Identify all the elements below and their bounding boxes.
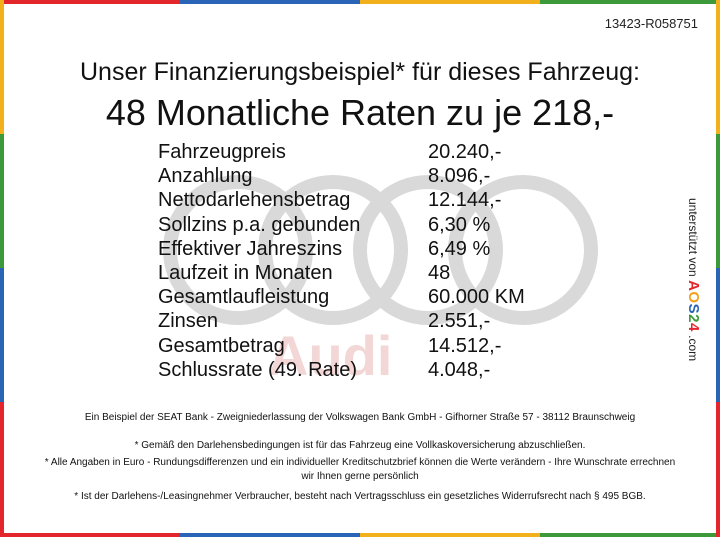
aos24-logo: AOS24: [685, 280, 702, 332]
sponsor-prefix: unterstützt von: [686, 198, 700, 277]
bottom-color-bar: [0, 533, 720, 537]
row-value: 20.240,-: [428, 141, 502, 163]
row-label: Sollzins p.a. gebunden: [158, 213, 361, 236]
financing-table: Fahrzeugpreis 20.240,- Anzahlung 8.096,- Net…: [158, 140, 525, 382]
row-value: 14.512,-: [428, 334, 502, 357]
monthly-rate-title: 48 Monatliche Raten zu je 218,-: [105, 92, 615, 133]
right-color-bar: [716, 0, 720, 537]
sponsor-label: unterstützt von AOS24 .com: [682, 198, 704, 398]
table-row: Fahrzeugpreis 20.240,-: [158, 140, 518, 164]
table-row: Gesamtbetrag 14.512,-: [158, 334, 518, 358]
row-value: 6,30 %: [428, 213, 491, 236]
row-label: Gesamtbetrag: [158, 334, 285, 357]
row-label: Fahrzeugpreis: [158, 141, 286, 163]
audi-rings-watermark: Audi: [163, 175, 598, 387]
row-label: Zinsen: [158, 310, 219, 333]
watermark-text: Audi: [268, 324, 392, 387]
row-label: Anzahlung: [158, 165, 253, 188]
table-row: Schlussrate (49. Rate) 4.048,-: [158, 358, 518, 382]
table-row: Laufzeit in Monaten 48: [158, 261, 518, 285]
footnote-rounding: * Alle Angaben in Euro - Rundungsdiffere…: [44, 457, 676, 482]
row-label: Schlussrate (49. Rate): [158, 358, 357, 381]
table-row: Effektiver Jahreszins 6,49 %: [158, 237, 518, 261]
sponsor-suffix: .com: [686, 335, 700, 362]
row-value: 6,49 %: [428, 237, 491, 260]
headline: Unser Finanzierungsbeispiel* für dieses …: [79, 58, 640, 86]
footnote-bank: Ein Beispiel der SEAT Bank - Zweignieder…: [84, 412, 636, 423]
table-row: Gesamtlaufleistung 60.000 KM: [158, 285, 525, 309]
table-row: Sollzins p.a. gebunden 6,30 %: [158, 213, 518, 237]
top-color-bar: [0, 0, 720, 4]
footnote-withdrawal: * Ist der Darlehens-/Leasingnehmer Verbr…: [74, 491, 646, 502]
footnote-insurance: * Gemäß den Darlehensbedingungen ist für…: [134, 440, 586, 451]
left-color-bar: [0, 0, 4, 537]
reference-number: 13423-R058751: [604, 16, 698, 31]
row-label: Nettodarlehensbetrag: [158, 189, 351, 212]
table-row: Nettodarlehensbetrag 12.144,-: [158, 188, 518, 212]
row-label: Laufzeit in Monaten: [158, 261, 333, 284]
row-value: 2.551,-: [428, 310, 491, 333]
table-row: Anzahlung 8.096,-: [158, 164, 518, 188]
row-value: 48: [428, 261, 451, 284]
row-value: 60.000 KM: [428, 286, 525, 309]
table-row: Zinsen 2.551,-: [158, 309, 518, 333]
row-label: Effektiver Jahreszins: [158, 237, 343, 260]
row-value: 12.144,-: [428, 189, 502, 212]
row-value: 4.048,-: [428, 358, 491, 381]
row-value: 8.096,-: [428, 165, 491, 188]
row-label: Gesamtlaufleistung: [158, 286, 330, 309]
